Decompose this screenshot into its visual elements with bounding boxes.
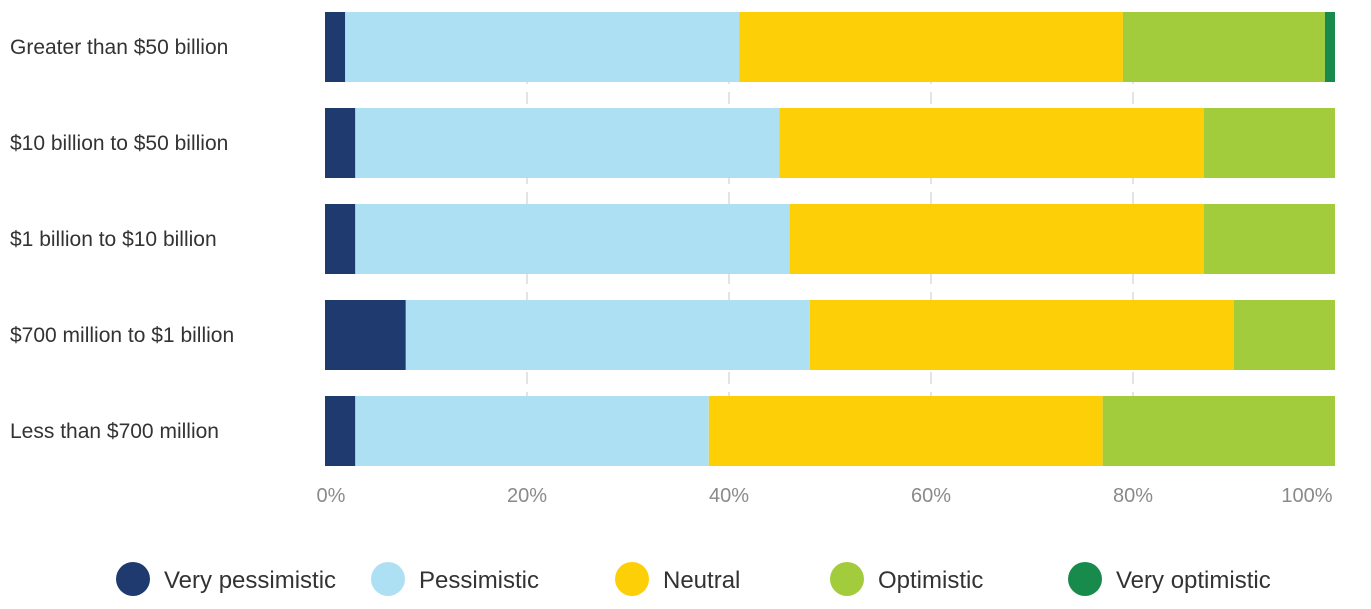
category-label-greater-than-50-billion: Greater than $50 billion	[10, 36, 228, 59]
bar-greater-than-50-billion-very-pessimistic	[325, 12, 346, 82]
x-axis-ticks: 0% 20% 40% 60% 80% 100%	[317, 485, 1333, 507]
legend-swatch-very-optimistic	[1068, 562, 1102, 596]
bar-700-million-to-1-billion-pessimistic	[405, 300, 810, 370]
bar-greater-than-50-billion-optimistic	[1122, 12, 1325, 82]
legend: Very pessimistic Pessimistic Neutral Optimi…	[116, 562, 1271, 596]
bar-1-billion-to-10-billion-neutral	[789, 204, 1204, 274]
category-label-less-than-700-million: Less than $700 million	[10, 420, 219, 443]
bars	[325, 12, 1335, 466]
bar-1-billion-to-10-billion-pessimistic	[355, 204, 790, 274]
bar-1-billion-to-10-billion-optimistic	[1203, 204, 1335, 274]
bar-700-million-to-1-billion-neutral	[809, 300, 1234, 370]
bar-less-than-700-million-neutral	[708, 396, 1103, 466]
bar-1-billion-to-10-billion-very-pessimistic	[325, 204, 356, 274]
x-tick-60: 60%	[911, 485, 951, 507]
legend-swatch-neutral	[615, 562, 649, 596]
category-label-700-million-to-1-billion: $700 million to $1 billion	[10, 324, 234, 347]
category-label-10-billion-to-50-billion: $10 billion to $50 billion	[10, 132, 228, 155]
bar-10-billion-to-50-billion-optimistic	[1203, 108, 1335, 178]
bar-greater-than-50-billion-very-optimistic	[1324, 12, 1335, 82]
legend-label-pessimistic: Pessimistic	[419, 567, 539, 594]
bar-less-than-700-million-pessimistic	[355, 396, 709, 466]
legend-label-neutral: Neutral	[663, 567, 740, 594]
x-tick-100: 100%	[1281, 485, 1332, 507]
bar-10-billion-to-50-billion-very-pessimistic	[325, 108, 356, 178]
x-tick-0: 0%	[317, 485, 346, 507]
legend-label-optimistic: Optimistic	[878, 567, 983, 594]
bar-greater-than-50-billion-neutral	[739, 12, 1123, 82]
legend-label-very-optimistic: Very optimistic	[1116, 567, 1271, 594]
x-tick-80: 80%	[1113, 485, 1153, 507]
bar-700-million-to-1-billion-optimistic	[1234, 300, 1335, 370]
legend-label-very-pessimistic: Very pessimistic	[164, 567, 336, 594]
legend-swatch-optimistic	[830, 562, 864, 596]
bar-less-than-700-million-very-pessimistic	[325, 396, 356, 466]
x-tick-40: 40%	[709, 485, 749, 507]
legend-swatch-very-pessimistic	[116, 562, 150, 596]
x-tick-20: 20%	[507, 485, 547, 507]
bar-less-than-700-million-optimistic	[1102, 396, 1335, 466]
bar-700-million-to-1-billion-very-pessimistic	[325, 300, 406, 370]
bar-greater-than-50-billion-pessimistic	[345, 12, 740, 82]
bar-10-billion-to-50-billion-neutral	[779, 108, 1204, 178]
legend-swatch-pessimistic	[371, 562, 405, 596]
bar-10-billion-to-50-billion-pessimistic	[355, 108, 780, 178]
category-label-1-billion-to-10-billion: $1 billion to $10 billion	[10, 228, 217, 251]
category-labels: Greater than $50 billion $10 billion to $…	[10, 36, 234, 443]
